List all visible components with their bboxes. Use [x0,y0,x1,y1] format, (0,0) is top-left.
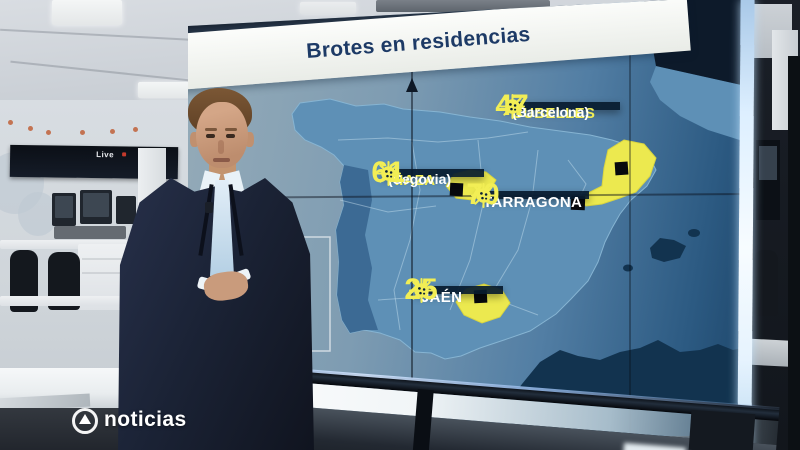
channel-bug-text: noticias [104,408,187,431]
presenter-eye [226,134,235,138]
label-riaza: RIAZA (Segovia) 61 [371,158,484,189]
presenter-mouth [213,158,230,162]
wall-map-graphic [18,192,58,236]
foreground-desk [688,409,756,450]
desk-edge [0,240,136,249]
label-region: (Barcelona) [512,104,590,120]
ceiling-seam [0,28,200,42]
wall-dot [80,130,85,135]
region-marker [614,161,629,176]
label-region: (Segovia) [388,171,452,187]
wall-dot [110,129,115,134]
drawer-line [82,258,122,260]
wall-dot [8,120,13,125]
virus-icon [408,277,434,303]
region-marker [570,195,586,211]
presenter-brow [225,128,237,131]
channel-bug: noticias [64,402,244,442]
portugal-shape [336,165,378,333]
news-presenter [118,86,314,450]
monitor-screen [55,196,73,218]
presenter-ear [190,132,199,147]
menorca-shape [688,229,700,237]
desk-edge [0,296,132,306]
virus-icon [375,160,401,186]
france-shape [650,66,746,142]
live-label: Live [96,150,115,160]
presenter-eye [206,134,215,138]
desk-monitor [52,193,76,226]
desk-clutter [54,226,126,239]
wall-dot [28,126,33,131]
map-title: Brotes en residencias [305,22,532,64]
mallorca-shape [650,238,686,262]
lapel-mic [205,202,213,213]
office-chair [754,250,778,316]
label-jaen: JAÉN 25 [404,275,503,306]
label-name: JAÉN [421,289,463,306]
spain-shape [291,98,657,360]
wall-dot [46,130,51,135]
label-name: CUBELLES [512,105,596,122]
monitor-screen [759,146,777,180]
desk-monitor [80,190,112,224]
antena3-triangle-icon [79,414,91,424]
region-marker [449,182,464,197]
ceiling-seam [10,60,190,82]
label-name: TARRAGONA [483,194,583,211]
drawer-line [82,272,122,274]
antena3-logo-icon [72,408,98,434]
desk-monitor [116,196,136,224]
label-name: RIAZA [388,172,436,189]
ceiling-light-panel [52,0,122,25]
presenter-nose [218,140,224,154]
virus-icon [470,182,496,208]
ceiling-light-panel [138,82,196,98]
label-cubelles: CUBELLES (Barcelona) 47 [495,91,620,122]
label-tarragona: TARRAGONA 70 [466,180,589,211]
studio-pillar [788,56,800,450]
seam-arrow-icon [406,78,418,92]
virus-icon [499,93,525,119]
presenter-ear [245,132,254,147]
ceiling-light-panel [300,2,356,14]
ibiza-shape [623,264,633,272]
presenter-face [196,102,248,168]
wall-dot [133,127,138,132]
presenter-brow [205,128,217,131]
monitor-screen [83,193,109,217]
